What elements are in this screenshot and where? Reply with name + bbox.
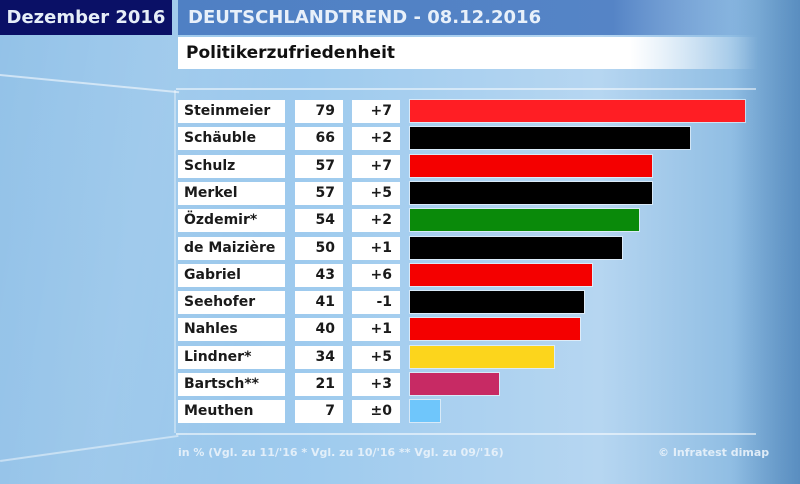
category-label: Steinmeier <box>178 100 285 123</box>
value-label: 7 <box>295 400 343 424</box>
change-label: +1 <box>352 236 400 260</box>
value-label: 50 <box>295 236 343 260</box>
panel-top-border <box>176 88 756 90</box>
bar <box>410 263 593 286</box>
value-label: 66 <box>295 127 343 151</box>
footnote: in % (Vgl. zu 11/'16 * Vgl. zu 10/'16 **… <box>178 446 504 459</box>
value-label: 57 <box>295 181 343 205</box>
bar <box>410 373 500 395</box>
bar-row: Gabriel 43 +6 <box>0 263 800 288</box>
category-label: Gabriel <box>178 263 285 287</box>
bar <box>410 209 639 232</box>
bar-row: Schäuble 66 +2 <box>0 127 800 151</box>
change-label: +7 <box>352 154 400 178</box>
change-label: +3 <box>352 373 400 396</box>
bar <box>410 181 652 204</box>
bar-row: Seehofer 41 -1 <box>0 291 800 315</box>
bar <box>410 291 584 314</box>
category-label: Lindner* <box>178 345 285 369</box>
bar <box>410 400 440 423</box>
category-label: Özdemir* <box>178 209 285 233</box>
category-label: de Maizière <box>178 236 285 260</box>
source-credit: © Infratest dimap <box>658 446 770 459</box>
change-label: +5 <box>352 181 400 205</box>
value-label: 57 <box>295 154 343 178</box>
category-label: Schäuble <box>178 127 285 151</box>
bar-row: Bartsch** 21 +3 <box>0 373 800 397</box>
bar-row: Nahles 40 +1 <box>0 318 800 342</box>
bar-row: Özdemir* 54 +2 <box>0 209 800 233</box>
month-badge: Dezember 2016 <box>0 0 172 35</box>
value-label: 43 <box>295 263 343 287</box>
chart-title: DEUTSCHLANDTREND - 08.12.2016 <box>178 0 758 35</box>
value-label: 54 <box>295 209 343 233</box>
value-label: 40 <box>295 318 343 342</box>
category-label: Nahles <box>178 318 285 342</box>
change-label: +6 <box>352 263 400 287</box>
bar <box>410 100 745 122</box>
value-label: 79 <box>295 100 343 123</box>
change-label: +7 <box>352 100 400 123</box>
bar <box>410 318 580 341</box>
panel-left-border <box>174 90 176 433</box>
bar-row: de Maizière 50 +1 <box>0 236 800 261</box>
value-label: 21 <box>295 373 343 396</box>
bar-row: Schulz 57 +7 <box>0 154 800 179</box>
change-label: +2 <box>352 127 400 151</box>
category-label: Merkel <box>178 181 285 205</box>
value-label: 41 <box>295 291 343 315</box>
background-right-shade <box>730 0 800 484</box>
category-label: Schulz <box>178 154 285 178</box>
value-label: 34 <box>295 345 343 369</box>
bar-row: Lindner* 34 +5 <box>0 345 800 370</box>
category-label: Bartsch** <box>178 373 285 396</box>
change-label: +5 <box>352 345 400 369</box>
panel-bottom-border <box>176 433 756 435</box>
category-label: Seehofer <box>178 291 285 315</box>
change-label: +2 <box>352 209 400 233</box>
category-label: Meuthen <box>178 400 285 424</box>
bar-row: Meuthen 7 ±0 <box>0 400 800 424</box>
bar-row: Steinmeier 79 +7 <box>0 100 800 124</box>
change-label: -1 <box>352 291 400 315</box>
bar <box>410 345 555 368</box>
bar <box>410 154 652 177</box>
change-label: ±0 <box>352 400 400 424</box>
bar <box>410 236 623 259</box>
bar <box>410 127 690 150</box>
change-label: +1 <box>352 318 400 342</box>
bar-row: Merkel 57 +5 <box>0 181 800 206</box>
chart-subtitle: Politikerzufriedenheit <box>178 37 758 69</box>
